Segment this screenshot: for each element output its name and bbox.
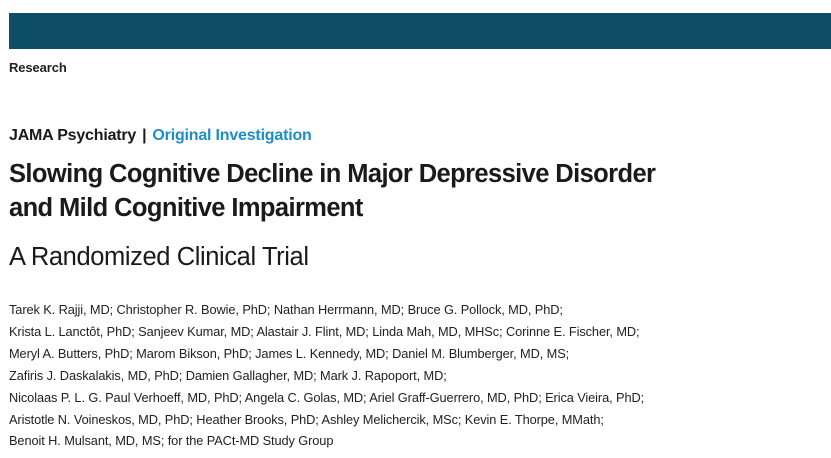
journal-name: JAMA Psychiatry bbox=[9, 127, 137, 144]
author-line: Tarek K. Rajji, MD; Christopher R. Bowie… bbox=[9, 302, 563, 317]
journal-line: JAMA Psychiatry | Original Investigation bbox=[9, 127, 312, 145]
article-title: Slowing Cognitive Decline in Major Depre… bbox=[9, 157, 824, 225]
author-line: Krista L. Lanctôt, PhD; Sanjeev Kumar, M… bbox=[9, 323, 640, 339]
author-line: Meryl A. Butters, PhD; Marom Bikson, PhD… bbox=[9, 345, 570, 361]
title-line-1: Slowing Cognitive Decline in Major Depre… bbox=[9, 160, 656, 188]
article-type: Original Investigation bbox=[152, 127, 312, 144]
journal-separator: | bbox=[142, 127, 147, 144]
author-line: Zafiris J. Daskalakis, MD, PhD; Damien G… bbox=[9, 367, 447, 383]
author-line: Benoit H. Mulsant, MD, MS; for the PACt-… bbox=[9, 433, 334, 449]
article-subtitle: A Randomized Clinical Trial bbox=[9, 243, 309, 271]
author-line: Aristotle N. Voineskos, MD, PhD; Heather… bbox=[9, 411, 604, 427]
author-list: Tarek K. Rajji, MD; Christopher R. Bowie… bbox=[9, 299, 824, 452]
header-bar bbox=[9, 13, 831, 49]
section-label: Research bbox=[9, 60, 67, 75]
author-line: Nicolaas P. L. G. Paul Verhoeff, MD, PhD… bbox=[9, 389, 645, 405]
title-line-2: and Mild Cognitive Impairment bbox=[9, 194, 363, 222]
